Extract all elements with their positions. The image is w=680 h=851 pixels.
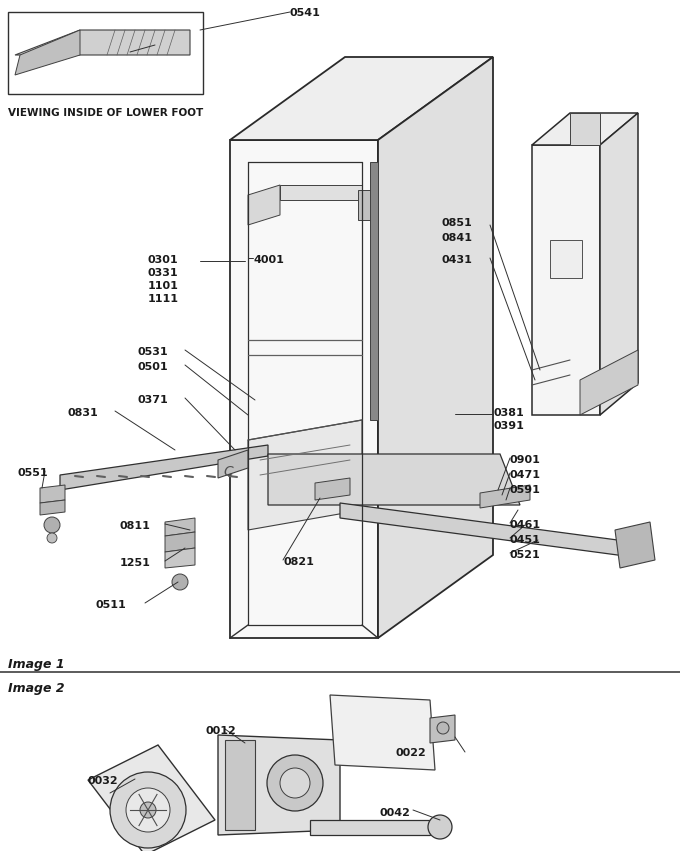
Polygon shape — [165, 532, 195, 552]
Polygon shape — [40, 500, 65, 515]
Polygon shape — [358, 190, 375, 220]
Polygon shape — [230, 140, 378, 638]
Text: Image 2: Image 2 — [8, 682, 65, 695]
Text: VIEWING INSIDE OF LOWER FOOT: VIEWING INSIDE OF LOWER FOOT — [8, 108, 203, 118]
Circle shape — [172, 574, 188, 590]
Polygon shape — [480, 485, 530, 508]
Text: 0042: 0042 — [380, 808, 411, 818]
Polygon shape — [165, 518, 195, 536]
Polygon shape — [330, 695, 435, 770]
Polygon shape — [370, 162, 378, 420]
Polygon shape — [280, 185, 362, 200]
FancyBboxPatch shape — [550, 240, 582, 278]
Text: 1251: 1251 — [120, 558, 151, 568]
Polygon shape — [340, 503, 640, 558]
Polygon shape — [430, 715, 455, 743]
Polygon shape — [15, 30, 80, 75]
Polygon shape — [315, 478, 350, 500]
Polygon shape — [218, 735, 340, 835]
Polygon shape — [218, 450, 248, 478]
Text: 0511: 0511 — [95, 600, 126, 610]
Text: 1101: 1101 — [148, 281, 179, 291]
Polygon shape — [88, 745, 215, 851]
Polygon shape — [40, 485, 65, 503]
Polygon shape — [615, 522, 655, 568]
Text: 0541: 0541 — [290, 8, 321, 18]
Text: Image 1: Image 1 — [8, 658, 65, 671]
Polygon shape — [15, 30, 190, 55]
Circle shape — [44, 517, 60, 533]
Circle shape — [126, 788, 170, 832]
Circle shape — [140, 802, 156, 818]
Text: 0521: 0521 — [510, 550, 541, 560]
Polygon shape — [60, 445, 268, 490]
Polygon shape — [600, 113, 638, 415]
Text: 0851: 0851 — [442, 218, 473, 228]
Polygon shape — [248, 185, 280, 225]
Text: 0032: 0032 — [88, 776, 118, 786]
Text: 0551: 0551 — [18, 468, 49, 478]
Polygon shape — [580, 350, 638, 415]
Polygon shape — [165, 548, 195, 568]
Text: 0391: 0391 — [493, 421, 524, 431]
Text: C: C — [223, 465, 233, 479]
Polygon shape — [532, 145, 600, 415]
Text: 0371: 0371 — [138, 395, 169, 405]
Polygon shape — [378, 57, 493, 638]
Text: 1111: 1111 — [148, 294, 179, 304]
Polygon shape — [268, 454, 520, 505]
Polygon shape — [225, 740, 255, 830]
Text: 0301: 0301 — [148, 255, 179, 265]
Text: 0901: 0901 — [510, 455, 541, 465]
Polygon shape — [248, 420, 362, 530]
Text: 0831: 0831 — [68, 408, 99, 418]
Polygon shape — [310, 820, 430, 835]
Circle shape — [47, 533, 57, 543]
Polygon shape — [570, 113, 600, 145]
Circle shape — [280, 768, 310, 798]
Text: 4001: 4001 — [253, 255, 284, 265]
Text: 0451: 0451 — [510, 535, 541, 545]
Text: 0431: 0431 — [442, 255, 473, 265]
Text: 0841: 0841 — [442, 233, 473, 243]
Text: 0471: 0471 — [510, 470, 541, 480]
Text: 0461: 0461 — [510, 520, 541, 530]
Text: 0811: 0811 — [120, 521, 151, 531]
Text: 0331: 0331 — [148, 268, 179, 278]
Text: 0381: 0381 — [493, 408, 524, 418]
Text: 0591: 0591 — [510, 485, 541, 495]
Text: 0012: 0012 — [205, 726, 236, 736]
Circle shape — [437, 722, 449, 734]
Circle shape — [267, 755, 323, 811]
Text: 0531: 0531 — [138, 347, 169, 357]
FancyBboxPatch shape — [8, 12, 203, 94]
Circle shape — [428, 815, 452, 839]
Text: 0821: 0821 — [283, 557, 314, 567]
Polygon shape — [532, 113, 638, 145]
Text: 0022: 0022 — [395, 748, 426, 758]
Polygon shape — [230, 57, 493, 140]
Text: 0501: 0501 — [138, 362, 169, 372]
Circle shape — [110, 772, 186, 848]
